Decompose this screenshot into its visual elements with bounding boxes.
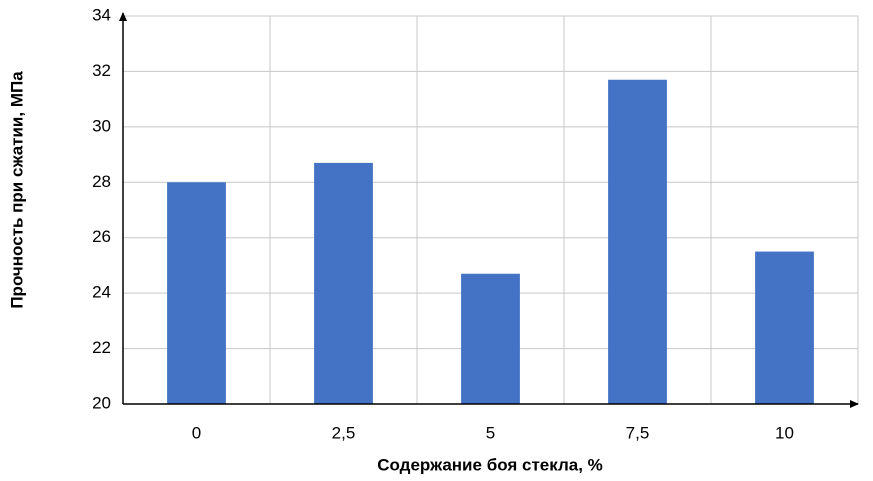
y-tick-label: 26 bbox=[92, 227, 111, 246]
y-tick-label: 22 bbox=[92, 338, 111, 357]
x-tick-label: 5 bbox=[486, 423, 495, 442]
y-tick-label: 24 bbox=[92, 283, 111, 302]
y-tick-label: 32 bbox=[92, 61, 111, 80]
bar bbox=[755, 251, 814, 404]
bar bbox=[608, 79, 667, 404]
x-tick-label: 10 bbox=[775, 423, 794, 442]
x-tick-label: 2,5 bbox=[332, 423, 356, 442]
bar bbox=[461, 273, 520, 404]
y-tick-label: 30 bbox=[92, 116, 111, 135]
y-tick-label: 34 bbox=[92, 5, 111, 24]
y-tick-label: 20 bbox=[92, 393, 111, 412]
bar bbox=[314, 162, 373, 404]
plot-area: 20 22 24 26 28 30 32 34 0 2,5 5 7,5 10 bbox=[92, 5, 859, 442]
x-tick-label: 7,5 bbox=[626, 423, 650, 442]
bar bbox=[167, 182, 226, 404]
y-axis-title: Прочность при сжатии, МПа bbox=[7, 71, 26, 309]
x-tick-label: 0 bbox=[192, 423, 201, 442]
y-tick-label: 28 bbox=[92, 172, 111, 191]
x-axis-title: Содержание боя стекла, % bbox=[377, 455, 603, 474]
